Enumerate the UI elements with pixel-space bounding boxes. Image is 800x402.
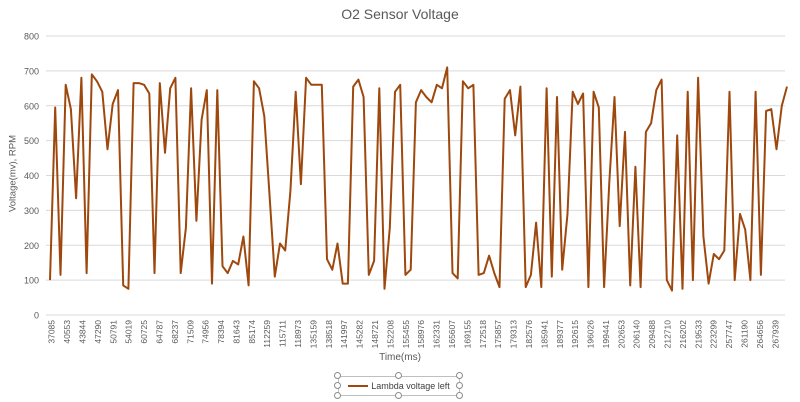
svg-text:192615: 192615: [570, 320, 580, 349]
svg-text:179313: 179313: [509, 320, 519, 349]
svg-text:145282: 145282: [355, 320, 365, 349]
svg-text:47290: 47290: [93, 320, 103, 344]
resize-handle-mid-left[interactable]: [334, 382, 341, 389]
series-line-lambda-voltage-left: [49, 66, 788, 292]
svg-text:216202: 216202: [678, 320, 688, 349]
svg-text:223299: 223299: [709, 320, 719, 349]
resize-handle-top-center[interactable]: [395, 372, 402, 379]
legend-label: Lambda voltage left: [371, 381, 450, 391]
svg-text:158976: 158976: [416, 320, 426, 349]
svg-text:700: 700: [24, 66, 39, 76]
svg-text:202653: 202653: [616, 320, 626, 349]
legend-swatch-icon: [348, 385, 369, 387]
resize-handle-top-left[interactable]: [334, 372, 341, 379]
svg-text:800: 800: [24, 32, 39, 42]
svg-text:141997: 141997: [339, 320, 349, 349]
svg-text:74956: 74956: [201, 320, 211, 344]
x-axis-ticks: 37085 40553 43844 47290 50791 54019 60725 64787…: [47, 320, 781, 349]
svg-text:212710: 212710: [663, 320, 673, 349]
svg-text:78394: 78394: [216, 320, 226, 344]
svg-text:182576: 182576: [524, 320, 534, 349]
svg-text:135159: 135159: [308, 320, 318, 349]
svg-text:155455: 155455: [401, 320, 411, 349]
svg-text:100: 100: [24, 276, 39, 286]
svg-text:200: 200: [24, 241, 39, 251]
svg-text:152208: 152208: [385, 320, 395, 349]
svg-text:257747: 257747: [724, 320, 734, 349]
svg-text:148721: 148721: [370, 320, 380, 349]
resize-handle-mid-right[interactable]: [456, 382, 463, 389]
svg-text:162331: 162331: [432, 320, 442, 349]
svg-text:172518: 172518: [478, 320, 488, 349]
svg-text:85174: 85174: [247, 320, 257, 344]
svg-text:118973: 118973: [293, 320, 303, 348]
svg-text:54019: 54019: [124, 320, 134, 344]
svg-text:37085: 37085: [47, 320, 57, 344]
resize-handle-bottom-left[interactable]: [334, 392, 341, 399]
svg-text:64787: 64787: [154, 320, 164, 344]
svg-text:60725: 60725: [139, 320, 149, 344]
chart-title: O2 Sensor Voltage: [341, 6, 459, 22]
svg-text:169155: 169155: [462, 320, 472, 349]
svg-text:206140: 206140: [632, 320, 642, 349]
svg-text:600: 600: [24, 101, 39, 111]
svg-text:175857: 175857: [493, 320, 503, 349]
svg-text:81643: 81643: [231, 320, 241, 344]
svg-text:0: 0: [34, 311, 39, 321]
svg-text:209488: 209488: [647, 320, 657, 349]
svg-text:400: 400: [24, 171, 39, 181]
svg-text:165607: 165607: [447, 320, 457, 349]
svg-text:500: 500: [24, 136, 39, 146]
svg-text:138518: 138518: [324, 320, 334, 349]
resize-handle-bottom-center[interactable]: [395, 392, 402, 399]
svg-text:71509: 71509: [185, 320, 195, 344]
svg-text:115711: 115711: [278, 320, 288, 347]
resize-handle-bottom-right[interactable]: [456, 392, 463, 399]
svg-text:50791: 50791: [108, 320, 118, 344]
y-axis-ticks: 0 100 200 300 400 500 600 700 800: [24, 32, 39, 321]
x-axis-title: Time(ms): [379, 352, 421, 363]
svg-text:189377: 189377: [555, 320, 565, 349]
svg-text:43844: 43844: [77, 320, 87, 344]
svg-text:264656: 264656: [755, 320, 765, 349]
svg-text:68237: 68237: [170, 320, 180, 344]
svg-text:267939: 267939: [770, 320, 780, 349]
svg-text:261190: 261190: [740, 320, 750, 348]
svg-text:112259: 112259: [262, 320, 272, 348]
resize-handle-top-right[interactable]: [456, 372, 463, 379]
svg-text:185941: 185941: [539, 320, 549, 349]
svg-text:40553: 40553: [62, 320, 72, 344]
svg-text:219533: 219533: [693, 320, 703, 349]
svg-text:199441: 199441: [601, 320, 611, 349]
svg-text:300: 300: [24, 206, 39, 216]
svg-text:196026: 196026: [586, 320, 596, 349]
